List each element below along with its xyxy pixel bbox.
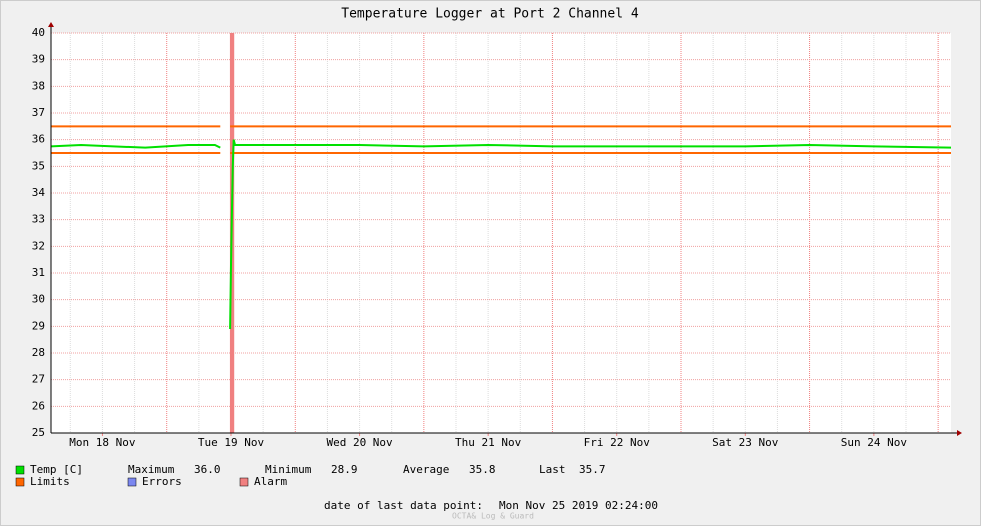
legend-swatch	[15, 465, 25, 475]
y-tick-label: 32	[32, 239, 45, 252]
y-tick-label: 33	[32, 213, 45, 226]
y-tick-label: 29	[32, 319, 45, 332]
stat-value: 35.8	[469, 463, 496, 476]
legend-label: Alarm	[254, 475, 287, 488]
y-tick-label: 40	[32, 26, 45, 39]
x-tick-label: Sun 24 Nov	[841, 436, 908, 449]
x-arrow	[957, 430, 962, 436]
y-tick-label: 35	[32, 159, 45, 172]
legend-swatch	[127, 477, 137, 487]
x-tick-label: Wed 20 Nov	[326, 436, 393, 449]
legend-label: Limits	[30, 475, 70, 488]
y-arrow	[48, 22, 54, 27]
series-line	[50, 139, 952, 330]
stat-value: 35.7	[579, 463, 606, 476]
y-tick-label: 25	[32, 426, 45, 439]
stat-value: 28.9	[331, 463, 358, 476]
chart-title: Temperature Logger at Port 2 Channel 4	[341, 7, 639, 22]
legend-swatch	[239, 477, 249, 487]
footer-value: Mon Nov 25 2019 02:24:00	[499, 499, 658, 512]
stat-label: Maximum	[128, 463, 175, 476]
y-tick-label: 36	[32, 133, 45, 146]
legend-swatch	[15, 477, 25, 487]
x-tick-label: Mon 18 Nov	[69, 436, 136, 449]
stat-label: Minimum	[265, 463, 312, 476]
y-tick-label: 34	[32, 186, 46, 199]
y-tick-label: 31	[32, 266, 45, 279]
x-tick-label: Sat 23 Nov	[712, 436, 779, 449]
legend-label: Temp [C]	[30, 463, 83, 476]
x-tick-label: Tue 19 Nov	[198, 436, 265, 449]
y-tick-label: 38	[32, 79, 45, 92]
stat-label: Average	[403, 463, 449, 476]
y-tick-label: 39	[32, 53, 45, 66]
y-tick-label: 28	[32, 346, 45, 359]
y-tick-label: 37	[32, 106, 45, 119]
footer-label: date of last data point:	[324, 499, 483, 512]
stat-value: 36.0	[194, 463, 221, 476]
plot-area	[51, 33, 951, 433]
y-tick-label: 30	[32, 293, 45, 306]
y-tick-label: 27	[32, 373, 45, 386]
legend-label: Errors	[142, 475, 182, 488]
x-tick-label: Thu 21 Nov	[455, 436, 522, 449]
stat-label: Last	[539, 463, 566, 476]
x-tick-label: Fri 22 Nov	[584, 436, 651, 449]
y-tick-label: 26	[32, 399, 45, 412]
watermark: OCTA& Log & Guard	[452, 512, 534, 521]
